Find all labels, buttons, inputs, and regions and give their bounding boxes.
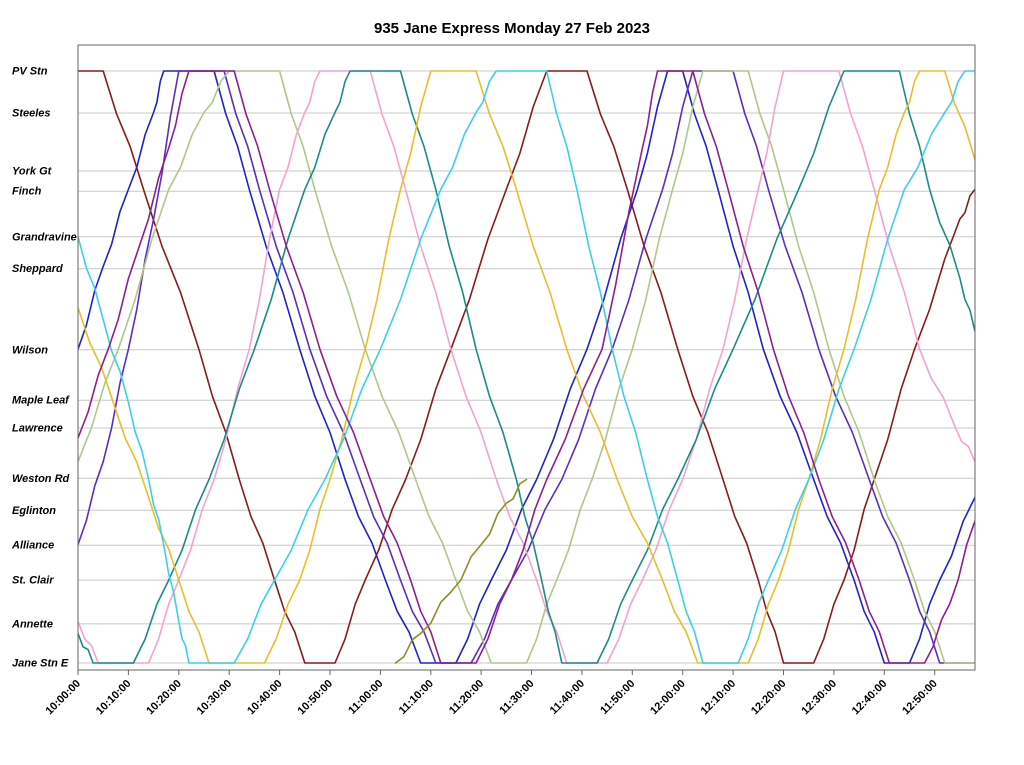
trajectory-run-pink	[78, 70, 975, 664]
trajectory-run-gold	[78, 70, 975, 664]
station-label-alliance: Alliance	[11, 540, 54, 552]
plot-border	[77, 44, 976, 671]
trajectory-run-blue	[78, 70, 975, 664]
x-tick-label: 10:10:00	[94, 678, 134, 718]
trajectory-run-dark-red	[78, 70, 975, 664]
x-tick-label: 10:20:00	[144, 678, 184, 718]
station-label-finch: Finch	[12, 186, 42, 198]
x-tick-label: 10:30:00	[195, 678, 235, 718]
chart-title: 935 Jane Express Monday 27 Feb 2023	[374, 20, 650, 37]
trajectory-run-cyan	[78, 70, 975, 664]
station-label-lawrence: Lawrence	[12, 423, 63, 435]
x-tick-label: 12:10:00	[699, 678, 739, 718]
trajectory-run-light-green	[78, 70, 975, 664]
x-tick-label: 11:30:00	[497, 678, 536, 717]
x-tick-label: 10:40:00	[245, 678, 285, 718]
station-label-maple-leaf: Maple Leaf	[12, 395, 70, 407]
trajectory-run-magenta	[78, 70, 975, 664]
station-label-st-clair: St. Clair	[12, 575, 54, 587]
trajectory-run-teal	[78, 70, 975, 664]
station-label-weston-rd: Weston Rd	[12, 473, 70, 485]
station-label-eglinton: Eglinton	[12, 505, 56, 517]
station-label-pv-stn: PV Stn	[12, 66, 48, 78]
station-label-annette: Annette	[11, 618, 53, 630]
station-label-jane-stn-e: Jane Stn E	[12, 658, 69, 670]
x-tick-label: 11:10:00	[397, 678, 436, 717]
station-label-sheppard: Sheppard	[12, 263, 63, 275]
x-tick-label: 11:20:00	[447, 678, 486, 717]
station-label-york-gt: York Gt	[12, 166, 53, 178]
station-label-grandravine: Grandravine	[12, 231, 77, 243]
station-label-steeles: Steeles	[12, 108, 51, 120]
x-tick-label: 12:40:00	[850, 678, 890, 718]
trajectory-run-olive-partial	[394, 478, 528, 664]
x-tick-label: 11:50:00	[598, 678, 637, 717]
x-tick-label: 12:20:00	[749, 678, 789, 718]
x-tick-label: 12:30:00	[799, 678, 839, 718]
station-label-wilson: Wilson	[12, 344, 48, 356]
x-tick-label: 12:50:00	[900, 678, 940, 718]
x-tick-label: 10:50:00	[295, 678, 335, 718]
x-tick-label: 11:40:00	[548, 678, 587, 717]
trajectory-run-violet	[78, 70, 975, 664]
x-tick-label: 12:00:00	[648, 678, 688, 718]
trajectories	[78, 70, 975, 664]
x-tick-label: 11:00:00	[346, 678, 385, 717]
x-tick-label: 10:00:00	[43, 678, 83, 718]
